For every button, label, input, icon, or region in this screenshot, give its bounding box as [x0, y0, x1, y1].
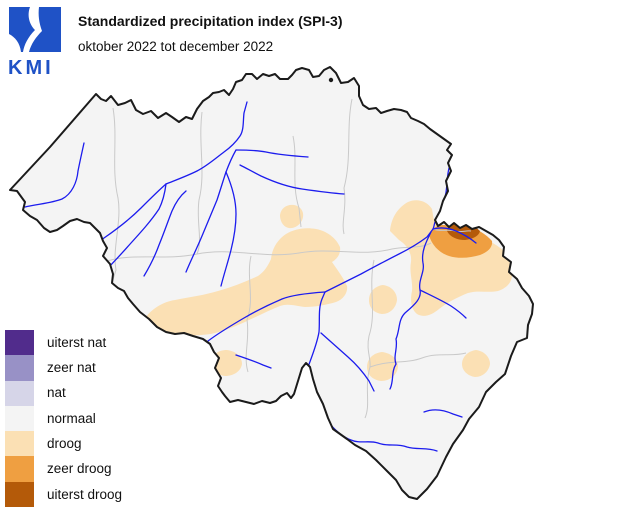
province-boundary [369, 352, 467, 368]
river-ourthe [389, 231, 432, 390]
legend-swatch [5, 330, 34, 356]
kmi-logo-right-shape [29, 7, 61, 52]
legend-item-droog: droog [5, 431, 122, 457]
legend-label: zeer droog [47, 461, 112, 477]
river-rupel [225, 149, 237, 173]
province-boundary [245, 255, 252, 373]
river-zenne [185, 171, 227, 273]
legend-swatch [5, 405, 34, 432]
legend-item-nat: nat [5, 380, 122, 406]
river-viroin [235, 354, 272, 369]
legend-item-normaal: normaal [5, 405, 122, 432]
river-meuse-south [307, 291, 326, 368]
legend-swatch [5, 481, 34, 507]
droog-region-hesbaye-north-blob [280, 204, 304, 229]
river-schelde-upper [103, 183, 167, 273]
legend: uiterst nat zeer nat nat normaal droog z… [5, 330, 122, 507]
river-nete [235, 149, 309, 158]
droog-regions [145, 200, 512, 381]
title-block: Standardized precipitation index (SPI-3)… [78, 13, 342, 54]
river-meuse-northeast [324, 228, 434, 293]
droog-region-east-liege [390, 200, 512, 316]
legend-swatch [5, 456, 34, 482]
droog-region-east-ardenne-blob [462, 350, 490, 377]
river-demer [239, 164, 345, 195]
map-subtitle: oktober 2022 tot december 2022 [78, 38, 274, 54]
river-ambleve [419, 289, 467, 319]
province-boundaries [103, 98, 472, 419]
legend-label: zeer nat [47, 360, 96, 376]
droog-region-small-dot [202, 361, 208, 367]
legend-item-zeer-droog: zeer droog [5, 456, 122, 482]
river-vesdre [432, 227, 477, 244]
legend-item-uiterst-droog: uiterst droog [5, 481, 123, 507]
province-boundary [292, 135, 302, 228]
river-lesse [320, 332, 375, 392]
province-boundary [196, 111, 203, 255]
legend-swatch [5, 380, 34, 406]
river-dender [143, 190, 187, 277]
kmi-logo-icon [9, 7, 61, 52]
river-dijle [220, 171, 237, 287]
river-schelde-lower [165, 101, 248, 185]
river-ijzer [24, 142, 85, 208]
province-boundary [109, 107, 120, 290]
country-border [9, 66, 534, 500]
river-sure [423, 409, 463, 418]
legend-label: normaal [47, 410, 96, 426]
province-boundary [367, 259, 375, 368]
kmi-logo: KMI [8, 7, 66, 78]
map-inner-layers [24, 98, 512, 452]
map-title: Standardized precipitation index (SPI-3) [78, 13, 343, 29]
legend-label: nat [47, 385, 66, 401]
legend-swatch [5, 355, 34, 381]
droog-region-ardenne-blob [367, 352, 398, 381]
river-sambre [207, 291, 326, 342]
province-boundary [103, 242, 432, 263]
legend-swatch [5, 431, 34, 457]
legend-item-zeer-nat: zeer nat [5, 355, 122, 381]
legend-label: uiterst nat [47, 334, 107, 350]
kmi-logo-text: KMI [8, 57, 54, 79]
province-boundary [342, 98, 353, 235]
kmi-logo-left-shape [9, 7, 35, 52]
legend-label: droog [47, 436, 82, 452]
droog-region-sambre-meuse-band [145, 228, 348, 336]
legend-label: uiterst droog [47, 486, 123, 502]
droog-region-condroz-blob [369, 285, 397, 314]
baarle-hertog-enclave-dot [328, 77, 334, 83]
legend-item-uiterst-nat: uiterst nat [5, 330, 122, 356]
province-boundary [364, 366, 371, 419]
